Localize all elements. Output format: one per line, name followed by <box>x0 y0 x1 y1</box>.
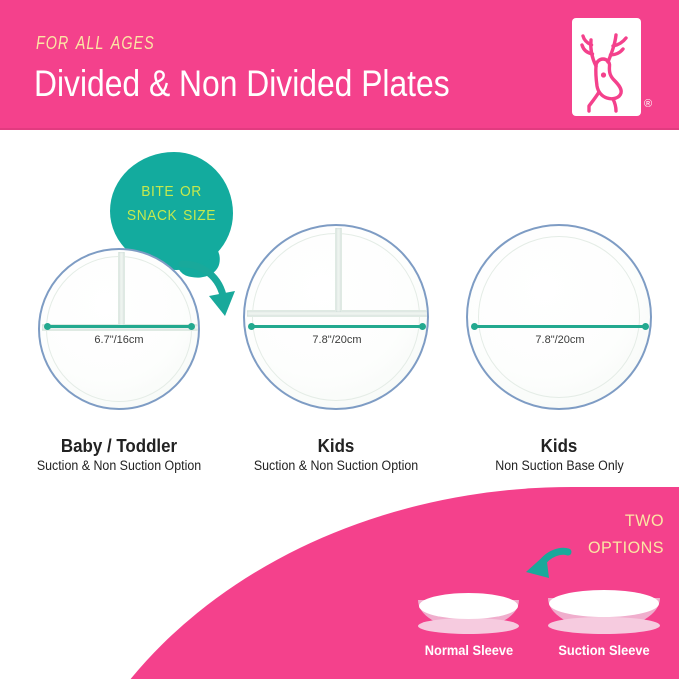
deer-head-icon <box>580 33 628 113</box>
header-bottom-edge <box>0 128 679 130</box>
suction-sleeve-rim <box>548 617 660 634</box>
callout-text: Bite or Snack Size <box>115 178 228 226</box>
suction-sleeve-top <box>549 590 659 617</box>
page-title: Divided & Non Divided Plates <box>34 63 450 104</box>
measure-dot-left <box>471 323 478 330</box>
normal-sleeve-rim <box>418 618 519 634</box>
measure-dot-left <box>44 323 51 330</box>
caption-title-baby-toddler: Baby / Toddler <box>60 436 178 456</box>
measure-dot-left <box>248 323 255 330</box>
deer-eye-icon <box>600 72 607 78</box>
measure-line-kids-divided <box>251 325 421 328</box>
callout-line-2: Snack Size <box>126 202 217 225</box>
measure-dot-right <box>642 323 649 330</box>
options-heading-line-1: Two <box>624 505 664 532</box>
callout-line-1: Bite or <box>141 178 202 201</box>
callout-arrow-icon <box>178 260 235 316</box>
plate-kids-non-divided <box>466 224 652 410</box>
suction-sleeve-label: Suction Sleeve <box>558 643 650 658</box>
options-panel <box>0 475 679 679</box>
options-heading-line-2: Options <box>587 532 664 559</box>
plate-divider-vertical <box>335 228 342 312</box>
normal-sleeve-label: Normal Sleeve <box>424 643 514 658</box>
measure-line-kids-non-divided <box>474 325 644 328</box>
measurement-kids-non-divided: 7.8"/20cm <box>535 334 585 346</box>
measure-dot-right <box>419 323 426 330</box>
header-eyebrow: For All Ages <box>36 27 155 55</box>
caption-subtitle-kids-non-divided: Non Suction Base Only <box>495 458 624 473</box>
plate-inner-ring <box>478 236 640 398</box>
measurement-baby-toddler: 6.7"/16cm <box>94 334 144 346</box>
caption-title-kids-non-divided: Kids <box>540 436 578 456</box>
header-banner: For All Ages Divided & Non Divided Plate… <box>0 0 679 130</box>
caption-subtitle-baby-toddler: Suction & Non Suction Option <box>36 458 202 473</box>
options-heading: Two Options <box>565 505 664 559</box>
measurement-kids-divided: 7.8"/20cm <box>312 334 362 346</box>
registered-trademark-mark: ® <box>644 98 653 110</box>
measure-dot-right <box>188 323 195 330</box>
options-arrow-icon <box>526 547 572 578</box>
plate-baby-toddler <box>38 248 200 410</box>
caption-title-kids-divided: Kids <box>317 436 355 456</box>
plate-divider-vertical <box>118 252 125 326</box>
normal-sleeve-top <box>419 593 518 619</box>
caption-subtitle-kids-divided: Suction & Non Suction Option <box>253 458 419 473</box>
plate-kids-divided <box>243 224 429 410</box>
measure-line-baby-toddler <box>47 325 190 328</box>
brand-logo <box>572 18 641 116</box>
